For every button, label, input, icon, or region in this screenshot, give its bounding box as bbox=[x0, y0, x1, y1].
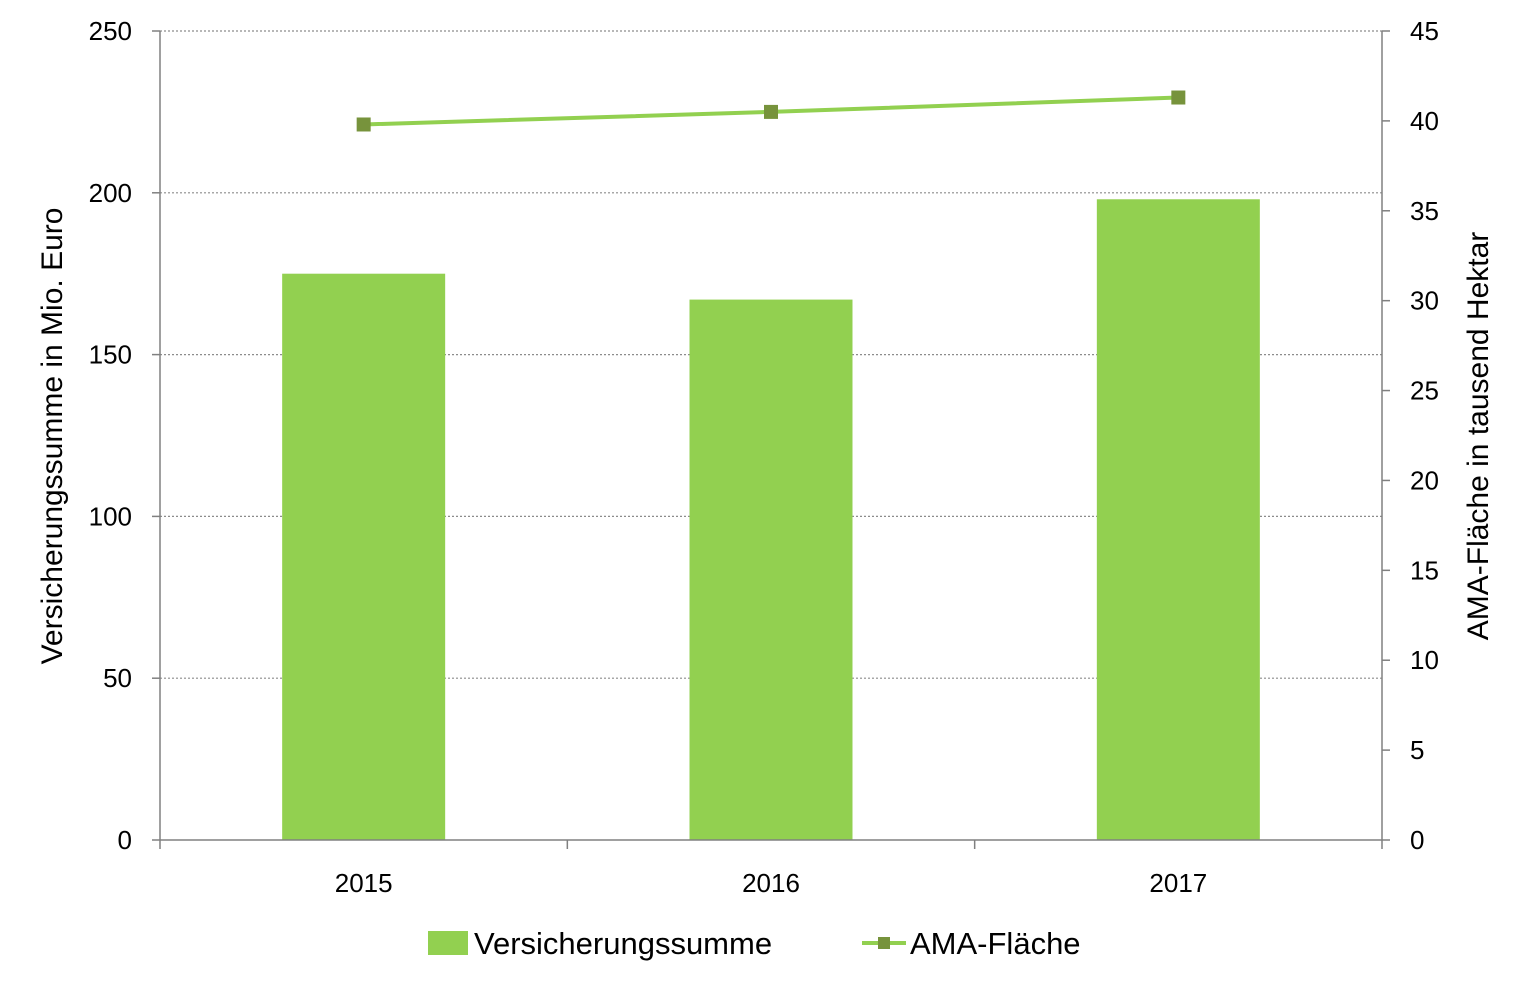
bar-2017 bbox=[1096, 199, 1260, 841]
bar-2015 bbox=[282, 273, 446, 840]
y-right-tick-label: 40 bbox=[1410, 106, 1439, 136]
y-left-tick-label: 150 bbox=[89, 340, 132, 370]
x-tick-label: 2016 bbox=[742, 868, 800, 898]
legend-marker-ama-flaeche bbox=[878, 937, 890, 949]
marker-ama-flaeche-2016 bbox=[764, 104, 778, 119]
legend-label-versicherungssumme: Versicherungssumme bbox=[474, 926, 772, 961]
tick-labels: 0 50 100 150 200 250 0 5 10 15 20 25 30 35 40 45 2015 201… bbox=[89, 16, 1439, 898]
y-right-tick-label: 15 bbox=[1410, 555, 1439, 585]
y-right-tick-label: 20 bbox=[1410, 465, 1439, 495]
bars bbox=[282, 199, 1260, 841]
y-right-tick-label: 10 bbox=[1410, 645, 1439, 675]
y-axis-left-title: Versicherungssumme in Mio. Euro bbox=[36, 208, 69, 665]
x-tick-label: 2017 bbox=[1149, 868, 1207, 898]
bar-2016 bbox=[689, 299, 853, 840]
line-series bbox=[356, 90, 1186, 132]
y-right-tick-label: 35 bbox=[1410, 196, 1439, 226]
y-right-tick-label: 30 bbox=[1410, 286, 1439, 316]
marker-ama-flaeche-2017 bbox=[1171, 90, 1186, 105]
y-left-tick-label: 50 bbox=[103, 663, 132, 693]
legend: Versicherungssumme AMA-Fläche bbox=[428, 926, 1081, 961]
y-left-tick-label: 100 bbox=[89, 501, 132, 531]
y-right-tick-label: 0 bbox=[1410, 825, 1424, 855]
y-left-tick-label: 0 bbox=[118, 825, 132, 855]
y-right-tick-label: 25 bbox=[1410, 376, 1439, 406]
legend-label-ama-flaeche: AMA-Fläche bbox=[910, 926, 1081, 961]
legend-swatch-versicherungssumme bbox=[428, 931, 468, 955]
y-left-tick-label: 200 bbox=[89, 178, 132, 208]
x-tick-label: 2015 bbox=[335, 868, 393, 898]
y-left-tick-label: 250 bbox=[89, 16, 132, 46]
y-right-tick-label: 5 bbox=[1410, 735, 1424, 765]
y-axis-right-title: AMA-Fläche in tausend Hektar bbox=[1462, 232, 1495, 641]
y-right-tick-label: 45 bbox=[1410, 16, 1439, 46]
axes bbox=[152, 30, 1390, 849]
marker-ama-flaeche-2015 bbox=[356, 117, 371, 132]
